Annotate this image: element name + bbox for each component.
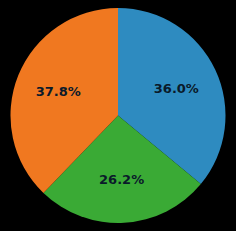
data-label: 36.0% (154, 81, 199, 96)
data-label: 26.2% (99, 172, 144, 187)
pie-slice (10, 8, 118, 193)
chart: 36.0% 26.2% 37.8% (0, 0, 236, 231)
data-labels: 36.0% 26.2% 37.8% (36, 81, 199, 188)
slices (10, 8, 225, 223)
data-label: 37.8% (36, 84, 81, 99)
